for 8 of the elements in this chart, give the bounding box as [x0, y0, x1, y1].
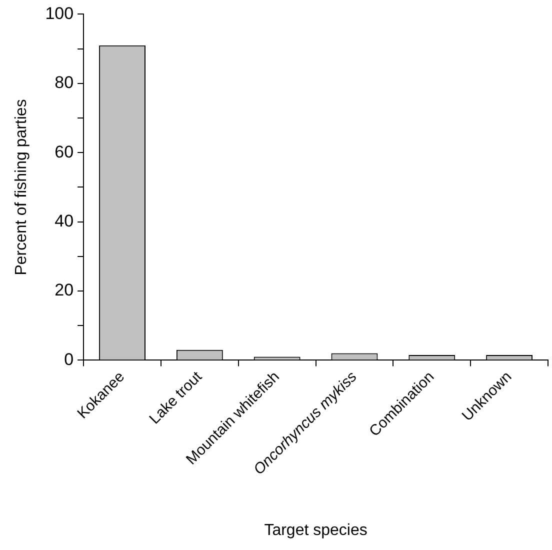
y-axis-title: Percent of fishing parties [13, 99, 30, 276]
y-tick-label: 20 [54, 280, 74, 300]
y-tick-label: 60 [54, 142, 74, 162]
y-tick-label: 0 [64, 350, 74, 369]
y-tick-label: 80 [54, 73, 74, 92]
y-tick-label: 100 [45, 4, 74, 23]
x-axis-title: Target species [264, 522, 368, 539]
y-tick-label: 40 [54, 212, 74, 231]
